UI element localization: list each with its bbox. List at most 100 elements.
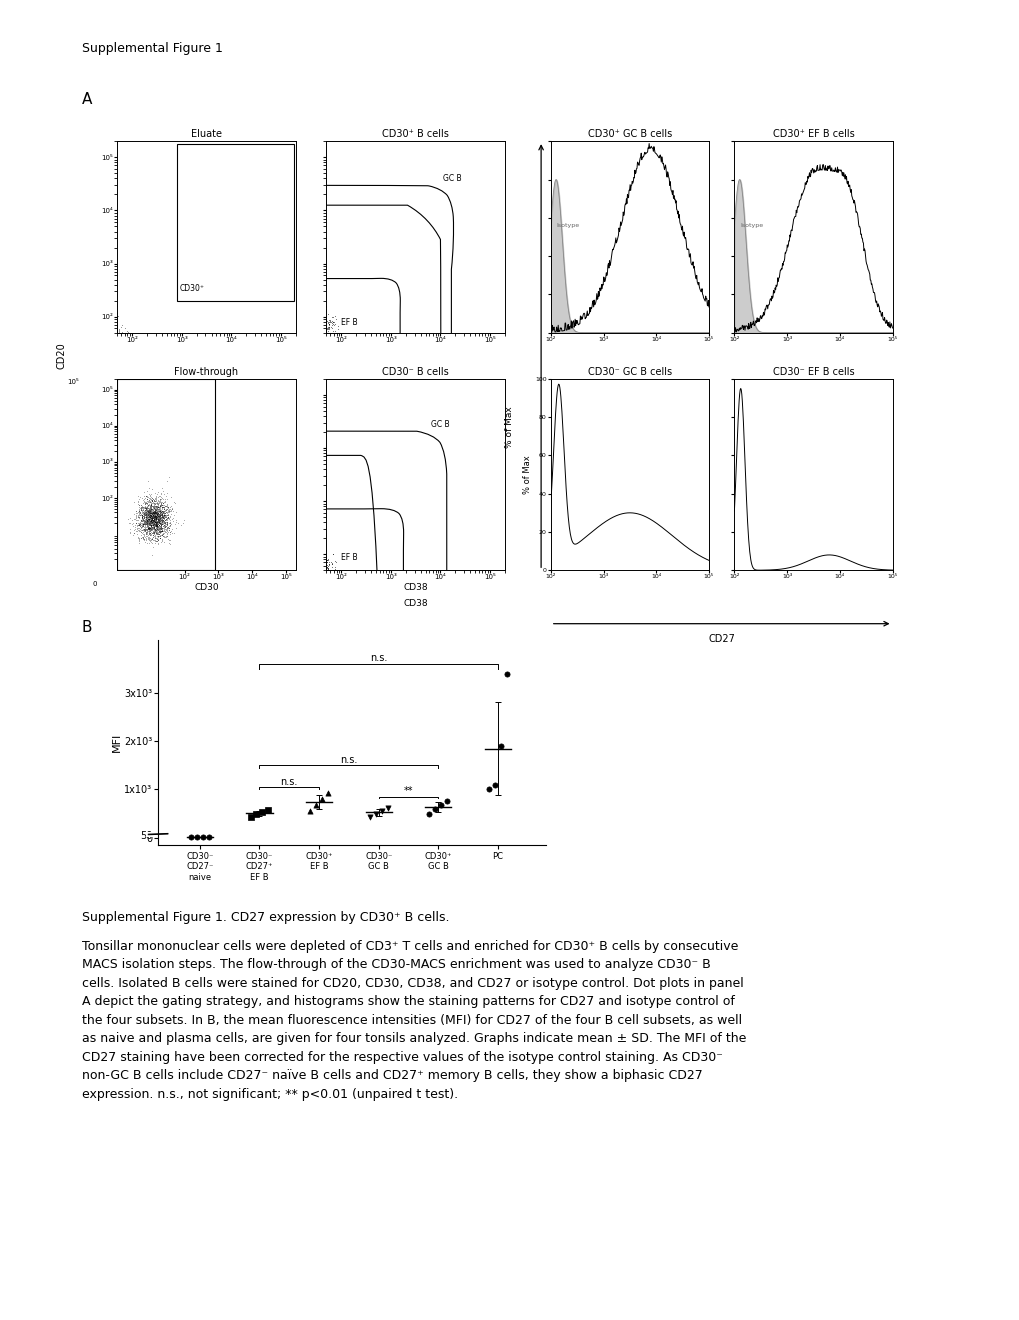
Point	[148, 507, 164, 528]
Point	[318, 317, 334, 338]
Point	[318, 322, 334, 343]
Point	[136, 506, 152, 527]
Point	[138, 499, 154, 520]
Point	[318, 322, 334, 343]
Point	[318, 552, 334, 573]
Point	[318, 560, 334, 581]
Point	[141, 510, 157, 531]
Point	[129, 510, 146, 531]
Point	[318, 560, 334, 581]
Point	[109, 322, 125, 343]
Point	[109, 322, 125, 343]
Point	[318, 560, 334, 581]
Point	[318, 560, 334, 581]
Point	[318, 560, 334, 581]
Point	[109, 322, 125, 343]
Point	[159, 516, 175, 537]
Point	[146, 516, 162, 537]
Point	[151, 510, 167, 531]
Point	[157, 502, 173, 523]
Point	[109, 321, 125, 342]
Point	[318, 310, 334, 331]
Point	[115, 322, 131, 343]
Point	[318, 560, 334, 581]
Point	[318, 560, 334, 581]
Point	[148, 508, 164, 529]
Point	[109, 322, 125, 343]
Point	[109, 322, 125, 343]
Point	[318, 322, 334, 343]
Point	[155, 517, 171, 539]
Point	[318, 560, 334, 581]
Point	[318, 560, 334, 581]
Point	[318, 560, 334, 581]
Point	[146, 511, 162, 532]
Point	[323, 322, 339, 343]
Point	[142, 494, 158, 515]
Point	[155, 488, 171, 510]
Point	[142, 523, 158, 544]
Point	[318, 560, 334, 581]
Point	[318, 560, 334, 581]
Point	[319, 322, 335, 343]
Point	[139, 502, 155, 523]
Point	[147, 494, 163, 515]
Point	[149, 503, 165, 524]
Point	[318, 560, 334, 581]
Point	[318, 322, 334, 343]
Point	[133, 499, 150, 520]
Point	[141, 510, 157, 531]
Point	[320, 315, 336, 337]
Point	[142, 504, 158, 525]
Point	[318, 322, 334, 343]
Point	[109, 322, 125, 343]
Point	[152, 517, 168, 539]
Point	[142, 504, 158, 525]
Point	[109, 322, 125, 343]
Point	[109, 322, 125, 343]
Point	[318, 560, 334, 581]
Point	[150, 504, 166, 525]
Point	[147, 506, 163, 527]
Point	[318, 560, 334, 581]
Point	[109, 322, 125, 343]
Point	[318, 560, 334, 581]
Point	[153, 516, 169, 537]
Point	[318, 560, 334, 581]
Point	[318, 322, 334, 343]
Point	[318, 553, 334, 574]
Point	[141, 483, 157, 504]
Point	[109, 322, 125, 343]
Point	[135, 506, 151, 527]
Point	[151, 500, 167, 521]
Point	[149, 512, 165, 533]
Point	[318, 560, 334, 581]
Point	[109, 322, 125, 343]
Point	[318, 560, 334, 581]
Point	[143, 491, 159, 512]
Point	[109, 322, 125, 343]
Point	[109, 322, 125, 343]
Point	[318, 560, 334, 581]
Point	[318, 560, 334, 581]
Point	[318, 322, 334, 343]
Point	[148, 503, 164, 524]
Point	[318, 560, 334, 581]
Point	[109, 322, 125, 343]
Point	[318, 560, 334, 581]
Point	[145, 512, 161, 533]
Point	[155, 523, 171, 544]
Point	[127, 512, 144, 533]
Point	[318, 322, 334, 343]
Point	[109, 322, 125, 343]
Point	[486, 774, 502, 795]
Point	[318, 322, 334, 343]
Point	[318, 560, 334, 581]
Point	[139, 507, 155, 528]
Point	[129, 490, 146, 511]
Point	[318, 560, 334, 581]
Point	[318, 560, 334, 581]
Point	[156, 525, 172, 546]
Point	[323, 322, 339, 343]
Point	[109, 322, 125, 343]
